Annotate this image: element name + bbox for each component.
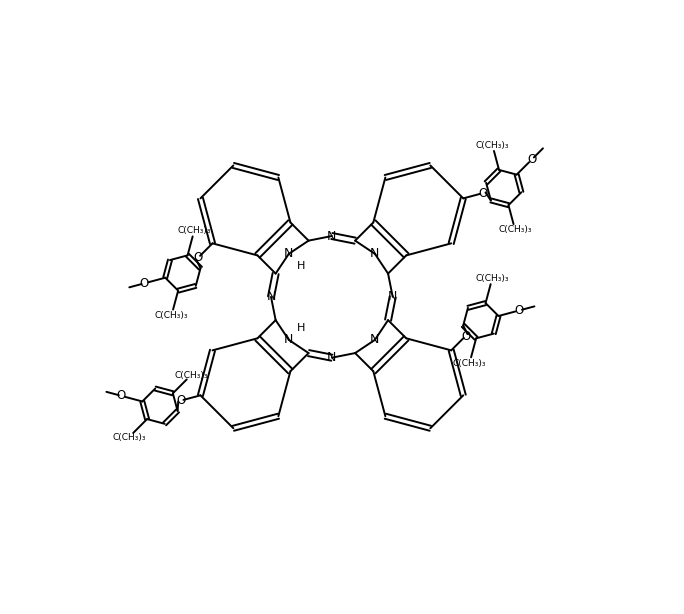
Text: O: O xyxy=(117,389,126,402)
Text: N: N xyxy=(370,247,380,260)
Text: C(CH₃)₃: C(CH₃)₃ xyxy=(155,311,188,320)
Text: N: N xyxy=(327,230,337,243)
Text: O: O xyxy=(515,304,524,317)
Text: O: O xyxy=(140,277,149,290)
Text: N: N xyxy=(284,247,293,260)
Text: O: O xyxy=(527,153,536,166)
Text: N: N xyxy=(284,333,293,346)
Text: C(CH₃)₃: C(CH₃)₃ xyxy=(177,226,211,235)
Text: H: H xyxy=(297,323,305,333)
Text: C(CH₃)₃: C(CH₃)₃ xyxy=(499,225,532,235)
Text: N: N xyxy=(327,351,337,364)
Text: N: N xyxy=(388,290,397,303)
Text: O: O xyxy=(461,330,470,343)
Text: C(CH₃)₃: C(CH₃)₃ xyxy=(112,433,146,441)
Text: H: H xyxy=(297,261,305,271)
Text: C(CH₃)₃: C(CH₃)₃ xyxy=(475,141,509,150)
Text: O: O xyxy=(194,251,202,264)
Text: C(CH₃)₃: C(CH₃)₃ xyxy=(453,359,486,368)
Text: C(CH₃)₃: C(CH₃)₃ xyxy=(174,371,208,379)
Text: N: N xyxy=(370,333,380,346)
Text: N: N xyxy=(266,290,276,303)
Text: C(CH₃)₃: C(CH₃)₃ xyxy=(475,274,509,283)
Text: O: O xyxy=(176,394,185,407)
Text: O: O xyxy=(478,187,488,200)
